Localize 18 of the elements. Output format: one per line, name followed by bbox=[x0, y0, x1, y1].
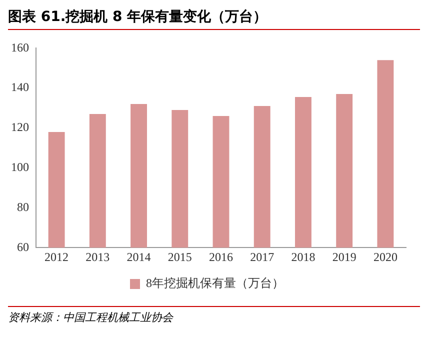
y-tick-label: 80 bbox=[17, 200, 29, 214]
y-tick-label: 100 bbox=[11, 160, 29, 174]
x-tick-label: 2012 bbox=[44, 250, 69, 264]
y-tick-label: 120 bbox=[11, 120, 29, 134]
x-tick-label: 2013 bbox=[86, 250, 110, 264]
x-tick-label: 2015 bbox=[168, 250, 192, 264]
text: 资料来源：中国工程机械工业协会 bbox=[8, 306, 420, 325]
x-tick-label: 2020 bbox=[373, 250, 398, 264]
y-tick-label: 160 bbox=[11, 40, 29, 54]
x-tick-label: 2017 bbox=[250, 250, 274, 264]
x-tick-label: 2018 bbox=[291, 250, 316, 264]
x-tick-label: 2014 bbox=[126, 250, 151, 264]
x-tick-label: 2019 bbox=[332, 250, 356, 264]
x-tick-label: 2016 bbox=[209, 250, 233, 264]
y-tick-label: 60 bbox=[17, 240, 29, 254]
chart-title: 图表 61.挖掘机 8 年保有量变化（万台） bbox=[8, 8, 420, 30]
legend-label: 8年挖掘机保有量（万台） bbox=[146, 276, 284, 290]
y-tick-label: 140 bbox=[11, 80, 29, 94]
